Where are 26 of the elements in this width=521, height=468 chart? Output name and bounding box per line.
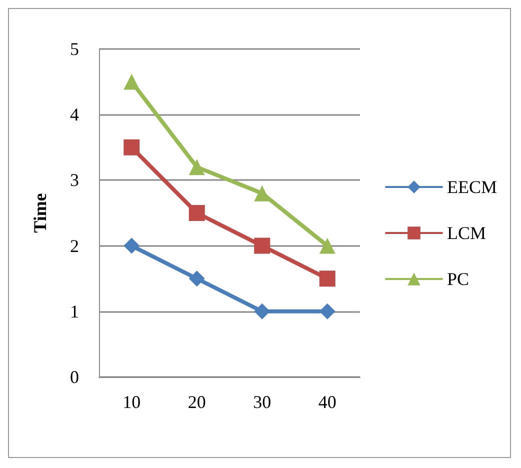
point xyxy=(188,270,205,287)
legend-label: LCM xyxy=(447,223,486,243)
point xyxy=(188,159,205,176)
y-tick-label: 1 xyxy=(70,301,79,322)
point xyxy=(319,303,336,320)
legend-label: EECM xyxy=(447,177,498,197)
y-tick-label: 5 xyxy=(70,39,79,59)
point xyxy=(124,238,140,254)
point xyxy=(254,238,270,254)
point xyxy=(319,270,336,287)
y-axis-title: Time xyxy=(30,193,50,233)
y-tick-label: 2 xyxy=(70,236,79,256)
point xyxy=(254,185,270,202)
x-tick-label: 40 xyxy=(318,392,336,412)
x-tick-label: 20 xyxy=(188,392,206,412)
legend-label: PC xyxy=(447,269,470,289)
y-tick-label: 0 xyxy=(70,367,79,387)
x-tick-label: 30 xyxy=(253,392,272,412)
point xyxy=(188,205,205,221)
point xyxy=(124,74,140,90)
point xyxy=(319,238,336,254)
point xyxy=(124,139,140,156)
y-tick-label: 3 xyxy=(70,170,79,190)
y-tick-label: 4 xyxy=(70,104,79,125)
x-tick-label: 10 xyxy=(122,392,141,412)
point xyxy=(254,303,270,320)
